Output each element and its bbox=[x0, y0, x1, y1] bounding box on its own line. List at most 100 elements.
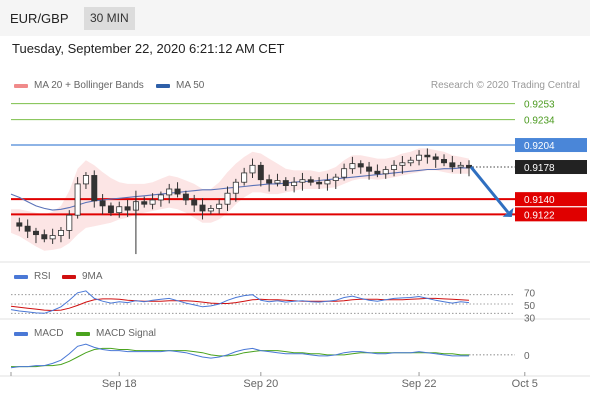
support-badge bbox=[515, 192, 587, 207]
candle bbox=[299, 172, 306, 191]
candle bbox=[174, 182, 181, 198]
x-tick-label: Sep 18 bbox=[102, 378, 137, 390]
candle bbox=[457, 161, 464, 174]
candle-body bbox=[324, 180, 331, 185]
candle-body bbox=[166, 188, 173, 196]
legend-swatch bbox=[62, 274, 76, 279]
pivot-label: 0.9204 bbox=[524, 141, 555, 152]
price-panel: 0.9253 0.9234 0.9204 0.9178 0.9140 0.9122 bbox=[10, 100, 587, 255]
candle-body bbox=[457, 164, 464, 168]
candle bbox=[399, 156, 406, 174]
resistance-label: 0.9234 bbox=[524, 116, 555, 127]
rsi-line bbox=[10, 290, 470, 314]
candle bbox=[66, 210, 73, 239]
candle-body bbox=[149, 199, 156, 205]
support-badge bbox=[515, 207, 587, 222]
candle-body bbox=[182, 193, 189, 201]
candle bbox=[41, 229, 48, 243]
candle bbox=[191, 194, 198, 212]
candle-body bbox=[441, 159, 447, 164]
candle-body bbox=[33, 230, 39, 236]
candle bbox=[124, 199, 131, 217]
candle-body bbox=[424, 154, 431, 158]
macd-zero-label: 0 bbox=[524, 351, 530, 362]
candle-body bbox=[124, 206, 131, 211]
candle-body bbox=[74, 183, 81, 216]
candle-body bbox=[291, 181, 298, 187]
macd-panel: 0 bbox=[10, 343, 530, 369]
legend-rsi: RSI bbox=[14, 271, 51, 282]
candle-body bbox=[382, 169, 389, 175]
legend-label: MA 50 bbox=[176, 80, 205, 91]
candle bbox=[57, 227, 64, 243]
candle bbox=[274, 173, 281, 187]
candle bbox=[341, 163, 348, 181]
candle bbox=[424, 148, 431, 164]
candle-body bbox=[449, 162, 456, 168]
candle bbox=[282, 177, 289, 191]
candle bbox=[266, 174, 273, 192]
x-axis: Sep 18 Sep 20 Sep 22 Oct 5 bbox=[10, 372, 538, 390]
candle bbox=[182, 190, 189, 206]
candle bbox=[16, 217, 23, 232]
candle-body bbox=[216, 203, 223, 209]
legend-label: 9MA bbox=[82, 271, 103, 282]
candle bbox=[249, 158, 256, 178]
candle-body bbox=[199, 204, 206, 212]
legend-swatch bbox=[156, 83, 170, 88]
candle-body bbox=[399, 162, 406, 166]
candle-body bbox=[266, 179, 273, 184]
candle bbox=[141, 196, 148, 208]
candle bbox=[199, 198, 206, 220]
pivot-badge bbox=[515, 138, 587, 153]
candle bbox=[257, 161, 264, 187]
candle bbox=[449, 156, 456, 173]
resistance-label: 0.9253 bbox=[524, 100, 555, 111]
candle bbox=[332, 173, 339, 189]
rsi-level-label: 50 bbox=[524, 301, 536, 312]
rsi-ma-line bbox=[10, 297, 470, 312]
last-price-badge bbox=[515, 160, 587, 175]
candle-body bbox=[249, 164, 256, 174]
candle-body bbox=[241, 172, 248, 183]
forecast-arrowhead bbox=[502, 207, 514, 217]
macd-line bbox=[10, 343, 469, 369]
macd-signal-line bbox=[11, 347, 469, 368]
candle-body bbox=[116, 206, 123, 214]
candle bbox=[33, 227, 39, 244]
ma50-line bbox=[10, 167, 469, 211]
legend-label: MA 20 + Bollinger Bands bbox=[34, 80, 144, 91]
candle bbox=[324, 173, 331, 191]
candle-body bbox=[341, 168, 348, 178]
legend-label: RSI bbox=[34, 271, 51, 282]
candle-body bbox=[391, 164, 398, 170]
candle-body bbox=[66, 214, 73, 231]
candle bbox=[416, 150, 423, 166]
candle bbox=[232, 178, 239, 202]
candle bbox=[241, 167, 248, 186]
candle-body bbox=[316, 181, 323, 185]
legend-swatch bbox=[14, 274, 28, 279]
candle bbox=[357, 160, 364, 174]
legend-label: MACD Signal bbox=[96, 328, 157, 339]
support-label: 0.9122 bbox=[524, 210, 555, 221]
timeframe-button[interactable]: 30 MIN bbox=[84, 7, 135, 30]
candle-body bbox=[24, 225, 31, 232]
candle bbox=[166, 183, 173, 204]
candle bbox=[374, 164, 381, 178]
candle bbox=[99, 194, 106, 215]
candle-body bbox=[232, 181, 239, 194]
candle bbox=[407, 156, 414, 167]
candle bbox=[74, 177, 81, 219]
candle bbox=[82, 172, 89, 189]
candle-body bbox=[307, 179, 314, 183]
candle-body bbox=[49, 235, 56, 240]
legend-swatch bbox=[14, 331, 28, 336]
credit-text: Research © 2020 Trading Central bbox=[430, 80, 580, 91]
candle-body bbox=[191, 199, 198, 206]
x-tick-label: Sep 20 bbox=[243, 378, 278, 390]
candle-body bbox=[107, 205, 114, 214]
candle bbox=[157, 191, 164, 207]
